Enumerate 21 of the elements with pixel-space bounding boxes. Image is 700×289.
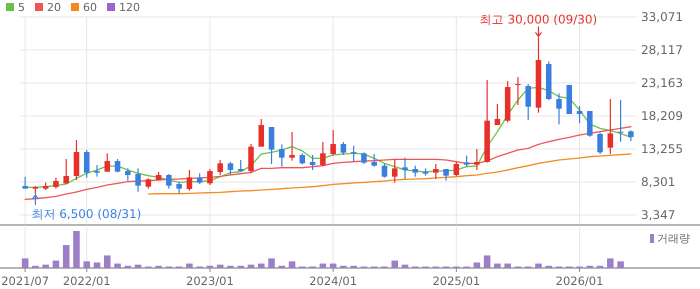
legend-label: 120 [119,1,140,14]
y-tick-label: 8,301 [641,175,676,189]
x-tick-label: 2024/01 [309,274,358,288]
legend: 거래량 [650,232,690,245]
legend-label: 거래량 [657,232,690,245]
y-tick-label: 23,163 [641,76,683,90]
x-tick-label: 2026/01 [556,274,604,288]
annotation: 최저 6,500 (08/31) [31,207,142,222]
x-tick-label: 2022/01 [62,274,111,288]
y-tick-label: 3,347 [641,208,676,222]
y-tick-label: 33,071 [641,10,683,24]
legend-label: 60 [83,1,97,14]
legend-label: 5 [18,1,25,14]
x-tick-label: 2023/01 [186,274,234,288]
annotation: 최고 30,000 (09/30) [480,12,598,26]
y-tick-label: 18,209 [641,108,683,123]
legend-label: 20 [47,1,61,14]
x-tick-label: 2021/07 [1,274,50,288]
y-tick-label: 28,117 [641,42,683,57]
y-tick-label: 13,255 [641,142,683,156]
x-tick-label: 2025/01 [432,274,480,288]
